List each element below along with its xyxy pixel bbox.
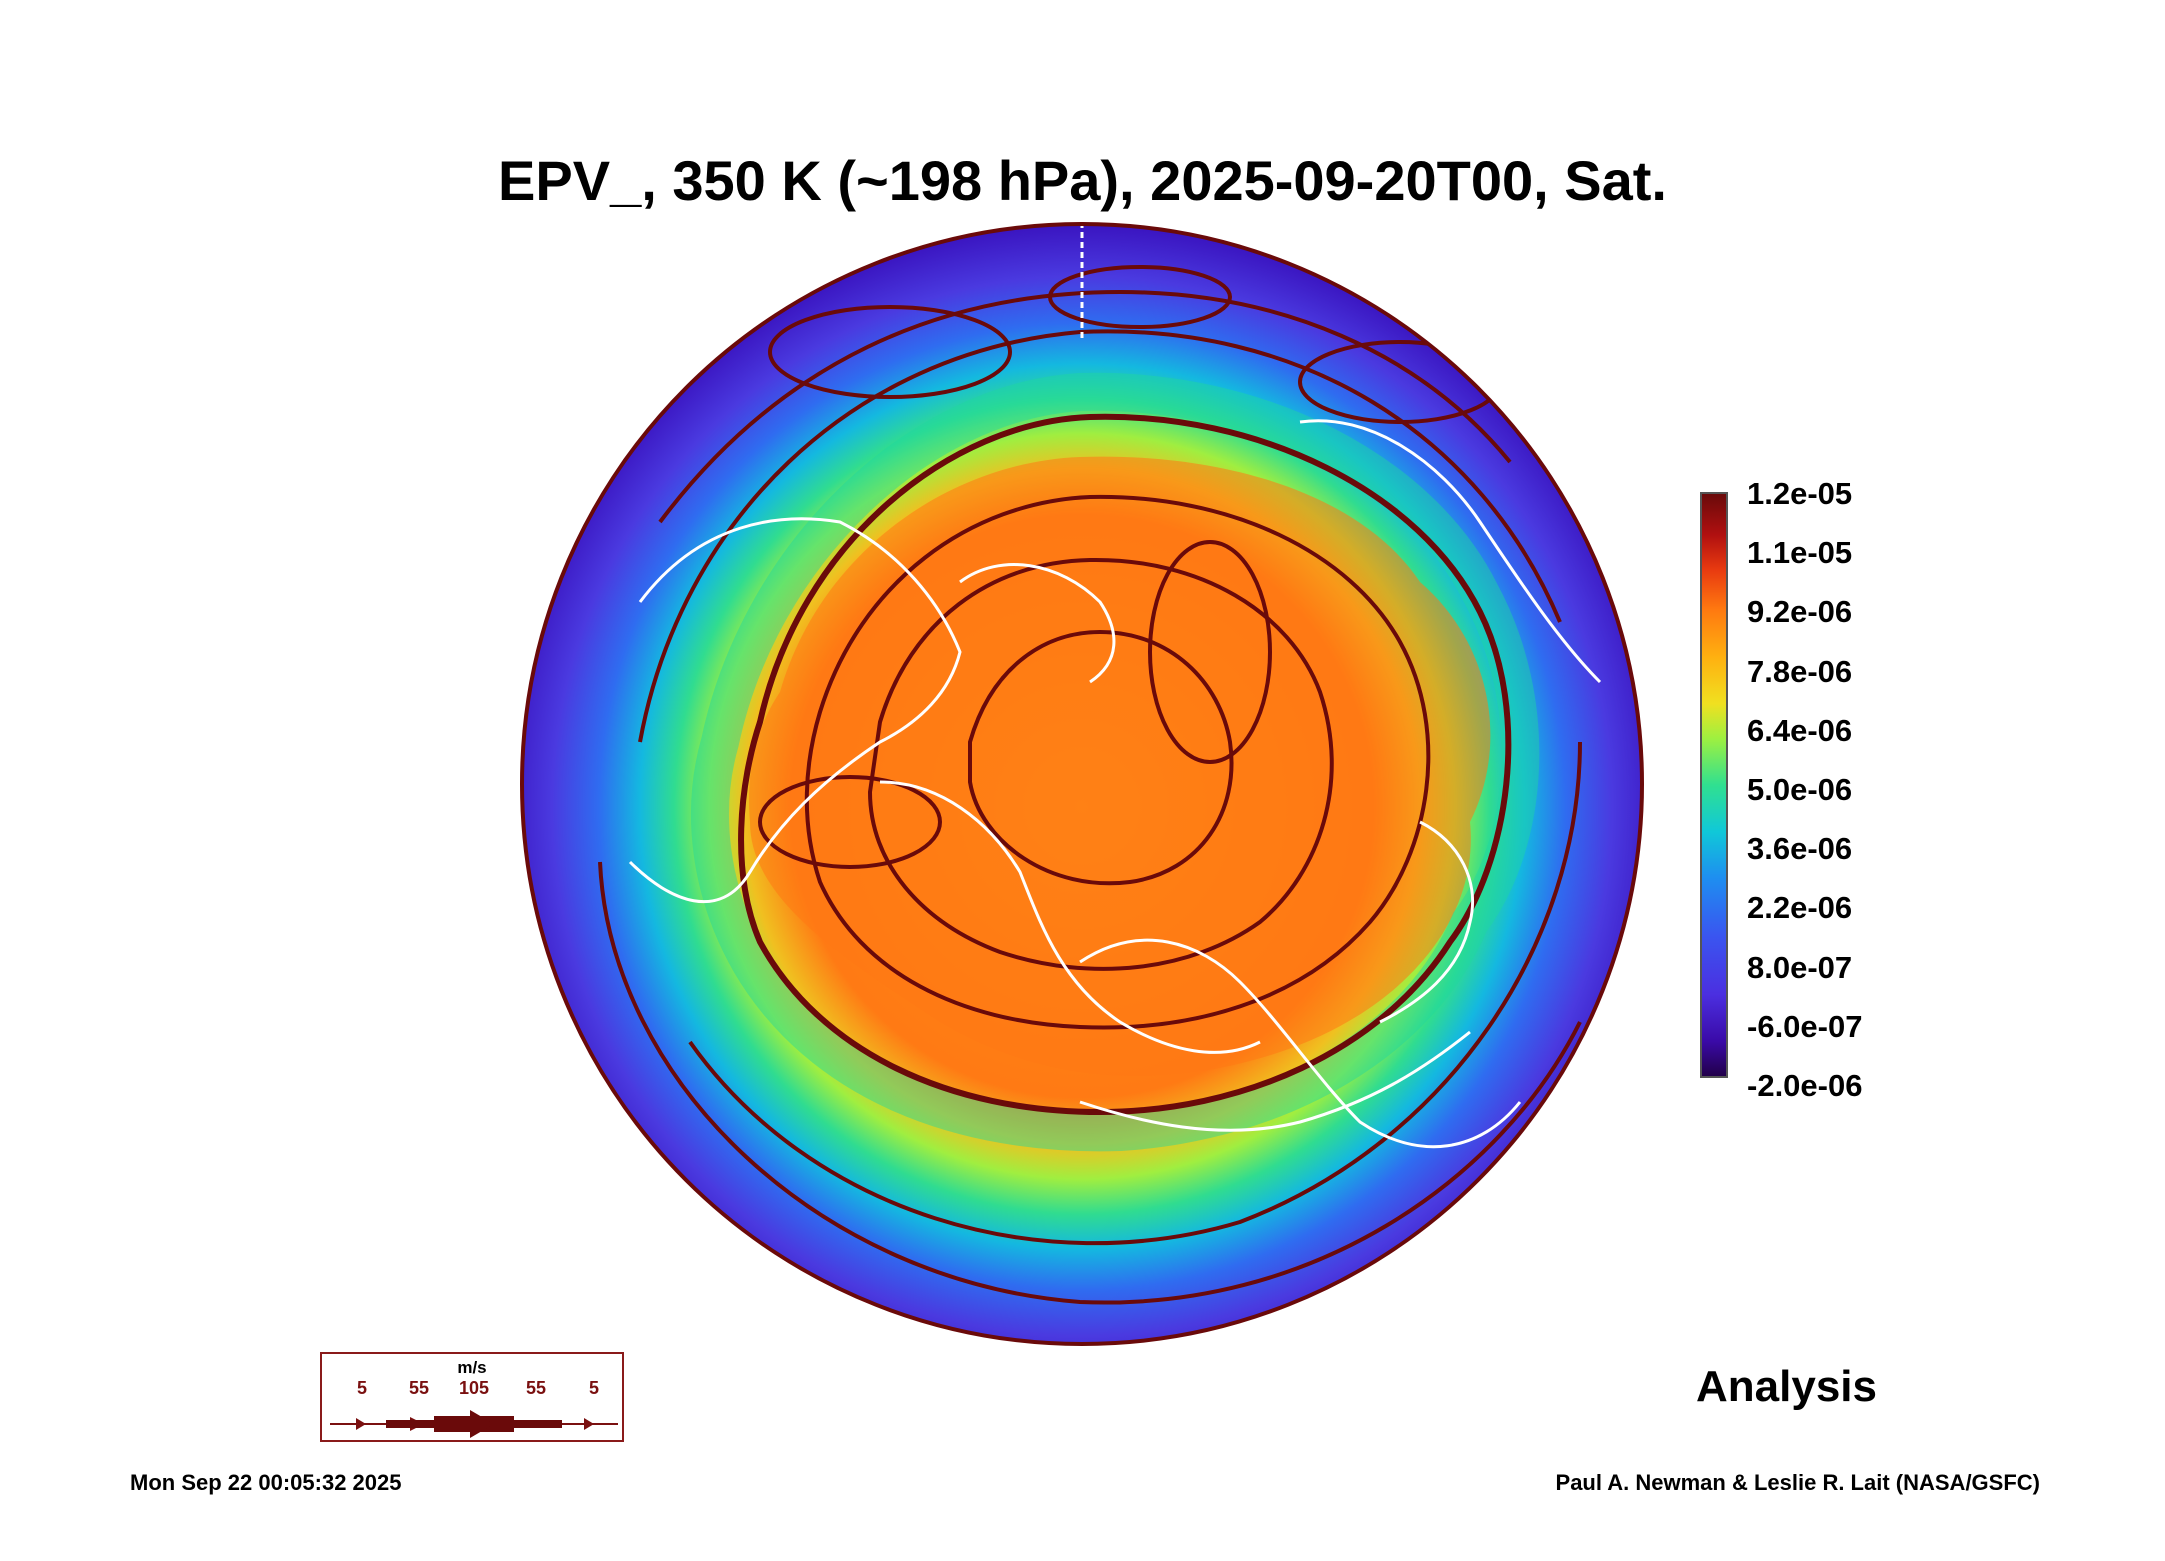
colorbar-tick-label: 3.6e-06 xyxy=(1747,831,1853,867)
coastlines xyxy=(628,419,1602,1149)
polar-map xyxy=(520,222,1644,1346)
pv-core xyxy=(749,456,1491,1076)
credit: Paul A. Newman & Leslie R. Lait (NASA/GS… xyxy=(1555,1470,2040,1495)
colorbar-tick-label: 1.1e-05 xyxy=(1747,535,1853,571)
pv-ring xyxy=(691,372,1540,1152)
colorbar-tick-label: 5.0e-06 xyxy=(1747,772,1853,807)
colorbar-tick-label: 9.2e-06 xyxy=(1747,594,1853,630)
analysis-label: Analysis xyxy=(1696,1362,1877,1411)
wind-legend: m/s 5 55 105 55 5 xyxy=(320,1352,624,1442)
wind-legend-unit: m/s xyxy=(457,1358,487,1377)
colorbar-tick-label: 6.4e-06 xyxy=(1747,712,1853,748)
wind-arrow-scale xyxy=(330,1410,618,1438)
map-border xyxy=(520,222,1644,1346)
colorbar-tick-label: 7.8e-06 xyxy=(1747,653,1853,689)
colorbar-tick-label: -2.0e-06 xyxy=(1747,1068,1863,1103)
wind-tick: 5 xyxy=(588,1378,600,1398)
colorbar xyxy=(1700,492,1728,1078)
wind-tick: 55 xyxy=(408,1378,430,1398)
streamlines xyxy=(598,265,1582,1305)
colorbar-tick-label: -6.0e-07 xyxy=(1747,1008,1863,1044)
wind-tick: 5 xyxy=(356,1378,368,1398)
map-title: EPV_, 350 K (~198 hPa), 2025-09-20T00, S… xyxy=(498,149,1667,212)
colorbar-tick-label: 8.0e-07 xyxy=(1747,949,1853,985)
wind-tick: 105 xyxy=(458,1378,490,1398)
colorbar-tick-label: 1.2e-05 xyxy=(1747,476,1853,511)
colorbar-tick-label: 2.2e-06 xyxy=(1747,890,1853,926)
timestamp: Mon Sep 22 00:05:32 2025 xyxy=(130,1470,402,1495)
wind-tick: 55 xyxy=(525,1378,547,1398)
